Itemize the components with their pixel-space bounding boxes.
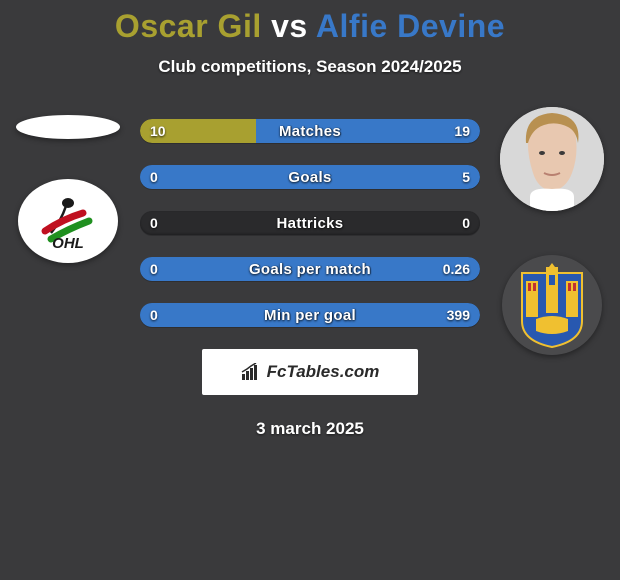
comparison-content: OHL [0, 107, 620, 439]
stat-label: Min per goal [140, 303, 480, 327]
vs-text: vs [271, 8, 308, 44]
chart-icon [241, 363, 261, 381]
player1-club-badge: OHL [18, 179, 118, 263]
site-badge: FcTables.com [202, 349, 418, 395]
stat-row: 05Goals [140, 165, 480, 189]
subtitle: Club competitions, Season 2024/2025 [0, 57, 620, 77]
stat-label: Matches [140, 119, 480, 143]
player2-avatar [500, 107, 604, 211]
svg-text:OHL: OHL [52, 235, 84, 251]
stat-row: 00Hattricks [140, 211, 480, 235]
player2-face-icon [500, 107, 604, 211]
ohl-logo-icon: OHL [33, 191, 103, 251]
stat-label: Hattricks [140, 211, 480, 235]
stat-bars: 1019Matches 05Goals 00Hattricks 00.26Goals … [140, 107, 480, 327]
left-column: OHL [8, 107, 128, 263]
player1-avatar [16, 115, 120, 139]
westerlo-crest-icon [512, 261, 592, 349]
player1-name: Oscar Gil [115, 8, 262, 44]
comparison-title: Oscar Gil vs Alfie Devine [0, 0, 620, 45]
stat-label: Goals [140, 165, 480, 189]
right-column [492, 107, 612, 355]
player2-name: Alfie Devine [316, 8, 505, 44]
stat-row: 0399Min per goal [140, 303, 480, 327]
player2-club-badge [502, 255, 602, 355]
site-name: FcTables.com [267, 362, 380, 382]
date-text: 3 march 2025 [0, 419, 620, 439]
stat-label: Goals per match [140, 257, 480, 281]
stat-row: 1019Matches [140, 119, 480, 143]
stat-row: 00.26Goals per match [140, 257, 480, 281]
